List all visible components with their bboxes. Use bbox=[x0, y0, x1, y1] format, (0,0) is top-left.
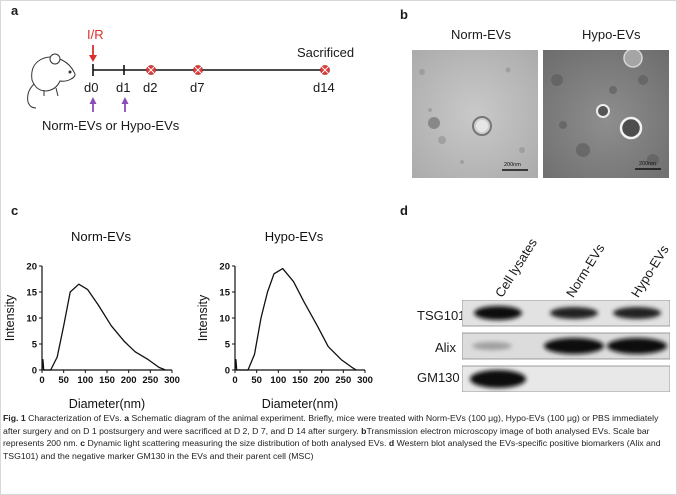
sampling-marker-d2 bbox=[146, 65, 156, 75]
x-tick-label: 100 bbox=[270, 375, 286, 386]
x-tick-label: 50 bbox=[58, 375, 69, 386]
chart-title: Norm-EVs bbox=[71, 229, 131, 244]
day-label: d7 bbox=[190, 80, 205, 95]
y-axis-label: Intensity bbox=[196, 294, 210, 341]
y-tick-label: 0 bbox=[225, 366, 230, 377]
sampling-marker-d14 bbox=[320, 65, 330, 75]
size-distribution-line bbox=[41, 283, 166, 371]
panel-b-label: b bbox=[400, 7, 408, 22]
x-tick-label: 200 bbox=[121, 375, 137, 386]
x-axis-label: Diameter(nm) bbox=[69, 397, 145, 411]
day-label: d2 bbox=[143, 80, 158, 95]
day-label: d14 bbox=[313, 80, 335, 95]
caption-segment: c bbox=[80, 438, 86, 449]
figure-caption: Fig. 1 Characterization of EVs. a Schema… bbox=[3, 412, 671, 462]
y-tick-label: 15 bbox=[26, 288, 37, 299]
caption-segment: Schematic diagram of the animal experime… bbox=[3, 413, 659, 436]
y-tick-label: 20 bbox=[26, 262, 37, 273]
x-axis-label: Diameter(nm) bbox=[262, 397, 338, 411]
caption-segment: Western blot analysed the EVs-specific p… bbox=[3, 438, 661, 461]
y-tick-label: 5 bbox=[225, 340, 231, 351]
injection-arrow-d0-icon bbox=[89, 97, 97, 112]
row-label-tsg101: TSG101 bbox=[417, 308, 466, 323]
x-tick-label: 150 bbox=[99, 375, 115, 386]
ir-arrow-icon bbox=[89, 45, 97, 62]
y-tick-label: 20 bbox=[219, 262, 230, 273]
figure-number: Fig. 1 bbox=[3, 413, 26, 423]
ir-label: I/R bbox=[87, 27, 104, 42]
size-distribution-line bbox=[234, 267, 357, 371]
caption-segment: d bbox=[388, 438, 395, 449]
tem-title-hypo: Hypo-EVs bbox=[582, 27, 641, 42]
tem-title-norm: Norm-EVs bbox=[451, 27, 511, 42]
western-blot bbox=[462, 300, 670, 392]
caption-segment: b bbox=[361, 425, 367, 436]
x-tick-label: 200 bbox=[314, 375, 330, 386]
x-tick-label: 100 bbox=[77, 375, 93, 386]
blot-strip-tsg101 bbox=[462, 300, 670, 327]
panel-d-label: d bbox=[400, 203, 408, 218]
x-tick-label: 0 bbox=[39, 375, 44, 386]
y-tick-label: 10 bbox=[219, 314, 230, 325]
tem-image-hypo: 200nm bbox=[543, 50, 669, 178]
panel-c-label: c bbox=[11, 203, 19, 218]
scale-bar-label-norm: 200nm bbox=[504, 162, 521, 168]
y-axis-label: Intensity bbox=[3, 294, 17, 341]
sampling-markers bbox=[146, 65, 330, 75]
row-label-gm130: GM130 bbox=[417, 370, 460, 385]
x-tick-label: 0 bbox=[232, 375, 237, 386]
blot-strip-alix bbox=[462, 332, 670, 360]
y-tick-label: 10 bbox=[26, 314, 37, 325]
injection-arrow-d1-icon bbox=[121, 97, 129, 112]
y-tick-label: 5 bbox=[32, 340, 38, 351]
treatment-label: Norm-EVs or Hypo-EVs bbox=[42, 118, 180, 133]
y-tick-label: 15 bbox=[219, 288, 230, 299]
x-tick-label: 250 bbox=[335, 375, 351, 386]
chart-title: Hypo-EVs bbox=[265, 229, 324, 244]
sacrificed-label: Sacrificed bbox=[297, 45, 355, 60]
x-tick-label: 150 bbox=[292, 375, 308, 386]
y-tick-label: 0 bbox=[32, 366, 37, 377]
mouse-icon bbox=[27, 53, 76, 109]
caption-segment: Characterization of EVs. bbox=[25, 413, 125, 423]
x-tick-label: 300 bbox=[357, 375, 373, 386]
panel-a-label: a bbox=[11, 3, 19, 18]
caption-segment: a bbox=[124, 413, 130, 423]
x-tick-label: 250 bbox=[142, 375, 158, 386]
day-label: d0 bbox=[84, 80, 99, 95]
experiment-timeline bbox=[27, 45, 330, 112]
x-tick-label: 300 bbox=[164, 375, 180, 386]
tem-image-norm: 200nm bbox=[412, 50, 538, 178]
blot-strip-gm130 bbox=[462, 365, 670, 392]
day-label: d1 bbox=[116, 80, 131, 95]
x-tick-label: 50 bbox=[251, 375, 262, 386]
caption-segment: Dynamic light scattering measuring the s… bbox=[85, 438, 389, 449]
scale-bar-label-hypo: 200nm bbox=[639, 161, 656, 167]
row-label-alix: Alix bbox=[435, 340, 456, 355]
caption-segment: Transmission electron microscopy image o… bbox=[3, 425, 650, 449]
sampling-marker-d7 bbox=[193, 65, 203, 75]
